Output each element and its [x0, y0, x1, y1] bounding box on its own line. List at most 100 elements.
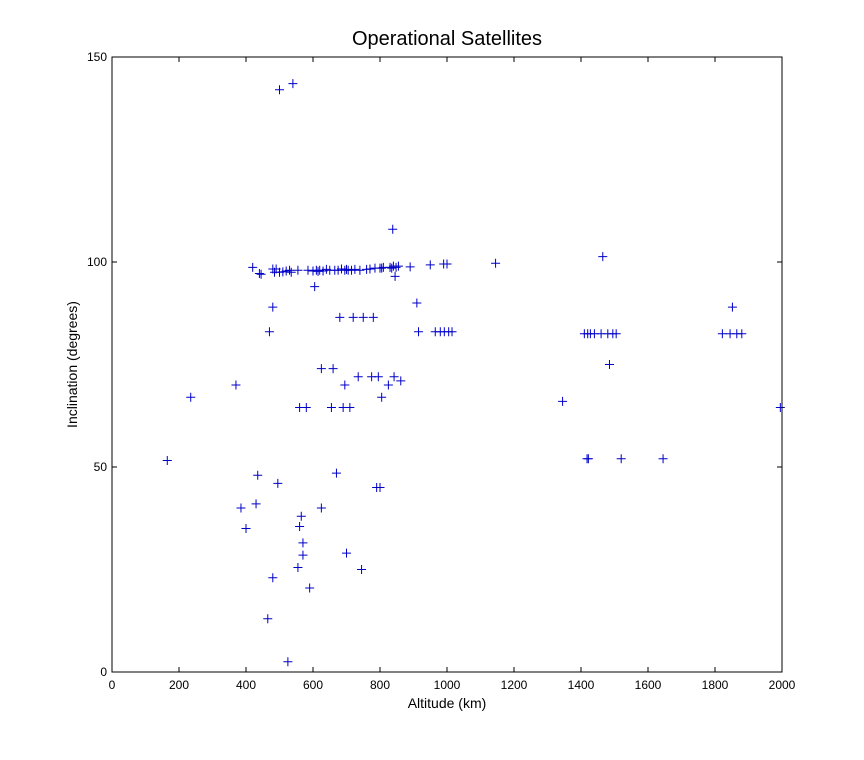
data-point — [256, 269, 266, 279]
data-point — [583, 454, 593, 464]
data-point — [293, 562, 303, 572]
data-point — [301, 403, 311, 413]
data-point — [365, 264, 375, 274]
x-tick-label: 1400 — [568, 678, 595, 692]
chart-title: Operational Satellites — [352, 28, 542, 50]
x-axis-label: Altitude (km) — [408, 695, 487, 711]
data-points — [162, 79, 785, 667]
data-point — [604, 360, 614, 369]
data-point — [263, 614, 273, 624]
data-point — [342, 548, 351, 558]
y-axis-ticks: 0 50 100 150 — [87, 50, 782, 679]
data-point — [253, 470, 263, 480]
y-tick-label: 0 — [100, 665, 107, 679]
x-tick-label: 800 — [370, 678, 390, 692]
data-point — [326, 403, 336, 413]
data-point — [162, 455, 172, 465]
x-tick-label: 1800 — [702, 678, 729, 692]
data-point — [285, 265, 295, 275]
data-point — [268, 573, 278, 583]
data-point — [298, 538, 308, 548]
data-point — [377, 392, 387, 402]
x-tick-label: 0 — [109, 678, 116, 692]
data-point — [377, 263, 387, 273]
data-point — [375, 483, 385, 492]
data-point — [387, 263, 397, 273]
data-point — [558, 396, 568, 406]
data-point — [286, 267, 296, 277]
data-point — [358, 312, 368, 322]
data-point — [353, 372, 363, 382]
data-point — [442, 259, 452, 269]
data-point — [316, 503, 326, 513]
data-point — [342, 264, 351, 274]
data-point — [348, 312, 358, 322]
x-tick-label: 1200 — [501, 678, 528, 692]
data-point — [345, 403, 355, 413]
data-point — [328, 364, 338, 374]
data-point — [616, 454, 626, 464]
data-point — [293, 265, 303, 275]
data-point — [390, 271, 400, 281]
data-point — [251, 499, 261, 509]
data-point — [368, 312, 378, 322]
data-point — [331, 468, 341, 478]
data-point — [316, 364, 326, 374]
data-point — [357, 565, 367, 574]
data-point — [236, 503, 246, 513]
y-tick-label: 50 — [94, 460, 108, 474]
data-point — [264, 327, 274, 337]
data-point — [425, 260, 435, 270]
data-point — [275, 85, 284, 95]
x-tick-label: 1000 — [434, 678, 461, 692]
data-point — [186, 392, 196, 402]
y-tick-label: 150 — [87, 50, 107, 64]
data-point — [305, 583, 315, 593]
data-point — [350, 264, 360, 274]
data-point — [396, 376, 406, 386]
data-point — [298, 550, 308, 560]
data-point — [775, 403, 785, 413]
x-tick-label: 1600 — [635, 678, 662, 692]
data-point — [283, 657, 293, 667]
plot-frame — [111, 56, 783, 673]
data-point — [447, 327, 457, 337]
data-point — [611, 329, 621, 339]
x-axis-ticks: 0 200 400 600 800 1000 1200 1400 1600 1800 2000 — [109, 57, 796, 692]
data-point — [288, 79, 298, 89]
data-point — [388, 224, 398, 234]
data-point — [310, 282, 320, 292]
data-point — [658, 454, 668, 464]
data-point — [389, 372, 399, 382]
y-tick-label: 100 — [87, 255, 107, 269]
data-point — [727, 302, 737, 312]
data-point — [737, 329, 747, 339]
data-point — [268, 302, 278, 312]
data-point — [248, 262, 258, 272]
x-tick-label: 2000 — [769, 678, 796, 692]
plot-area-background — [112, 57, 782, 672]
data-point — [373, 372, 383, 382]
x-tick-label: 600 — [303, 678, 323, 692]
data-point — [340, 380, 350, 390]
data-point — [273, 478, 283, 488]
data-point — [412, 298, 422, 308]
data-point — [303, 265, 313, 275]
data-point — [717, 329, 727, 339]
data-point — [254, 268, 264, 278]
data-point — [391, 262, 401, 272]
data-point — [296, 511, 306, 521]
data-point — [414, 327, 424, 337]
data-point — [405, 262, 415, 272]
y-axis-label: Inclination (degrees) — [64, 301, 80, 428]
x-tick-label: 200 — [169, 678, 189, 692]
x-tick-label: 400 — [236, 678, 256, 692]
data-point — [295, 521, 305, 531]
data-point — [355, 265, 365, 275]
data-point — [231, 380, 241, 390]
data-point — [598, 252, 608, 262]
data-point — [335, 312, 345, 322]
data-point — [393, 261, 403, 271]
